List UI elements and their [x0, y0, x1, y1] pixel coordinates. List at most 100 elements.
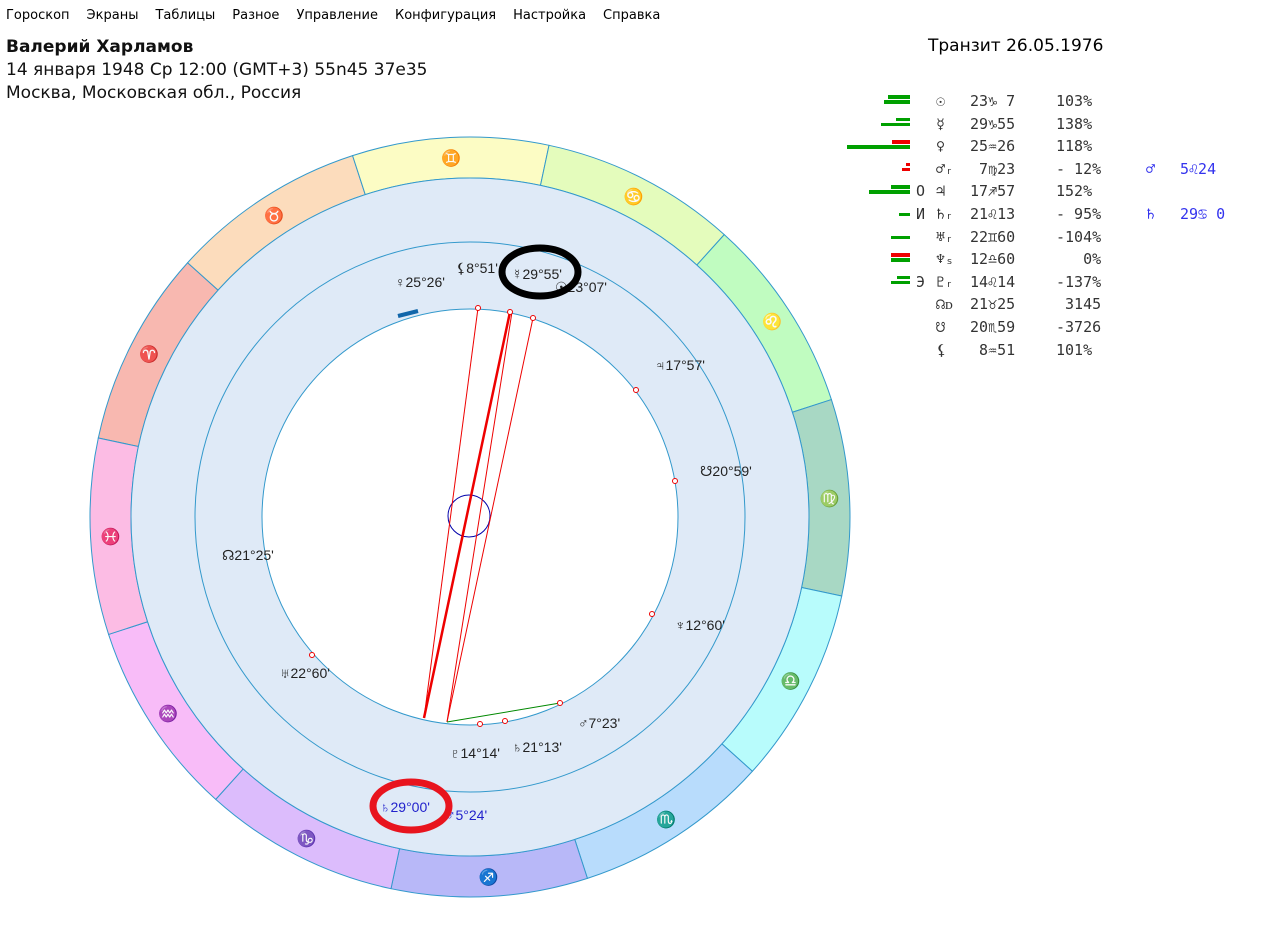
strength-bar	[896, 117, 910, 122]
strength-bars	[840, 208, 910, 222]
center-circle	[447, 494, 491, 538]
zodiac-sign-glyph: ♉	[264, 206, 284, 225]
transit-saturn-label: ♄29°00'	[380, 799, 430, 815]
zodiac-sign-glyph: ♓	[101, 527, 121, 546]
planet-glyph: ☊ᴅ	[936, 295, 953, 314]
planet-strength: 0%	[1056, 250, 1102, 269]
planet-mark: O	[916, 182, 926, 201]
planet-glyph: ☋	[936, 317, 946, 336]
planet-strength: - 12%	[1056, 159, 1102, 178]
menu-horoscope[interactable]: Гороскоп	[6, 7, 70, 23]
menu-misc[interactable]: Разное	[232, 7, 280, 23]
zodiac-sign-glyph: ♐	[479, 868, 499, 887]
zodiac-sign-glyph: ♈	[139, 345, 159, 364]
planet-position: 7♍23	[970, 159, 1016, 178]
mars-label: ♂7°23'	[578, 715, 620, 731]
planet-position: 21♉25	[970, 295, 1016, 314]
planet-strength: -104%	[1056, 227, 1102, 246]
zodiac-sign-glyph: ♌	[762, 312, 782, 331]
planet-position: 14♌14	[970, 272, 1016, 291]
pluto-label: ♇14°14'	[450, 745, 500, 761]
strength-bar	[891, 280, 910, 285]
planet-glyph: ☉	[936, 92, 946, 110]
person-name: Валерий Харламов	[6, 37, 194, 57]
planet-position: 17♐57	[970, 182, 1016, 201]
highlight-circle-red	[369, 778, 453, 834]
zodiac-sign-glyph: ♋	[623, 187, 643, 206]
transit-date: Транзит 26.05.1976	[928, 36, 1104, 56]
transit-position: 29♋ 0	[1180, 204, 1226, 223]
strength-bars	[840, 185, 910, 199]
strength-bar	[891, 235, 910, 240]
planet-mark: И	[916, 204, 926, 223]
zodiac-sign-glyph: ♎	[781, 671, 801, 690]
planet-glyph: ♇ᵣ	[936, 272, 955, 291]
planet-mark: Э	[916, 272, 926, 291]
menu-control[interactable]: Управление	[296, 7, 378, 23]
neptune-label: ♆12°60'	[675, 617, 725, 633]
planet-position: 12♎60	[970, 250, 1016, 269]
strength-bars	[840, 140, 910, 154]
planet-glyph: ⚸	[936, 340, 947, 359]
north-node-label: ☊21°25'	[222, 547, 274, 563]
menu-screens[interactable]: Экраны	[86, 7, 139, 23]
planet-glyph: ♆ₛ	[936, 250, 955, 269]
zodiac-sign-glyph: ♑	[297, 829, 317, 848]
strength-bar	[891, 253, 910, 257]
strength-bars	[840, 275, 910, 290]
aspect-line	[446, 311, 513, 723]
aspect-line	[446, 317, 534, 723]
planet-strength: - 95%	[1056, 204, 1102, 223]
zodiac-sign-glyph: ♏	[656, 810, 676, 829]
planet-position: 29♑55	[970, 114, 1016, 133]
jupiter-label: ♃17°57'	[655, 357, 705, 373]
planet-glyph: ♂ᵣ	[936, 159, 955, 178]
planet-position: 8♒51	[970, 340, 1016, 359]
strength-bar	[906, 162, 910, 167]
transit-marker	[397, 309, 419, 318]
south-node-label: ☋20°59'	[700, 463, 752, 479]
menu-settings[interactable]: Настройка	[513, 7, 587, 23]
strength-bar	[899, 212, 910, 217]
planet-position: 20♏59	[970, 317, 1016, 336]
transit-position: 5♌24	[1180, 159, 1217, 178]
chart-header: Валерий Харламов 14 января 1948 Ср 12:00…	[6, 36, 427, 105]
lilith-label: ⚸8°51'	[456, 260, 498, 276]
strength-bar	[891, 185, 910, 189]
birth-place: Москва, Московская обл., Россия	[6, 83, 302, 103]
strength-bar	[892, 140, 910, 144]
planet-position: 23♑ 7	[970, 92, 1016, 110]
planet-glyph: ♃	[936, 182, 946, 201]
transit-planet: ♄	[1146, 204, 1156, 223]
planet-glyph: ♄ᵣ	[936, 204, 955, 223]
strength-bar	[881, 122, 910, 127]
zodiac-sign-glyph: ♊	[441, 148, 461, 167]
aspect-line	[422, 311, 512, 719]
planet-strength: 138%	[1056, 114, 1093, 133]
strength-bar	[891, 258, 910, 262]
highlight-circle-black	[498, 244, 582, 300]
transit-planet: ♂	[1146, 159, 1156, 178]
strength-bar	[884, 100, 910, 104]
zodiac-sign-glyph: ♒	[158, 704, 178, 723]
planet-glyph: ☿	[936, 114, 946, 133]
strength-bar	[897, 275, 910, 280]
planet-strength: 3145	[1056, 295, 1102, 314]
planet-strength: 103%	[1056, 92, 1093, 110]
planet-strength: 152%	[1056, 182, 1093, 201]
strength-bars	[840, 231, 910, 245]
aspect-lines	[422, 307, 534, 723]
mercury-label: ☿29°55'	[512, 266, 562, 282]
transit-mars-label: ♂5°24'	[445, 807, 487, 823]
zodiac-sign-glyph: ♍	[820, 489, 840, 508]
menu-tables[interactable]: Таблицы	[155, 7, 216, 23]
menu-configuration[interactable]: Конфигурация	[395, 7, 497, 23]
strength-bar	[869, 190, 910, 194]
uranus-label: ♅22°60'	[280, 665, 330, 681]
menu-bar: Гороскоп Экраны Таблицы Разное Управлени…	[0, 0, 1261, 30]
strength-bar	[902, 167, 910, 172]
menu-help[interactable]: Справка	[603, 7, 661, 23]
planet-position: 25♒26	[970, 137, 1016, 156]
planet-position: 21♌13	[970, 204, 1016, 223]
planet-glyph: ♀	[936, 137, 946, 156]
